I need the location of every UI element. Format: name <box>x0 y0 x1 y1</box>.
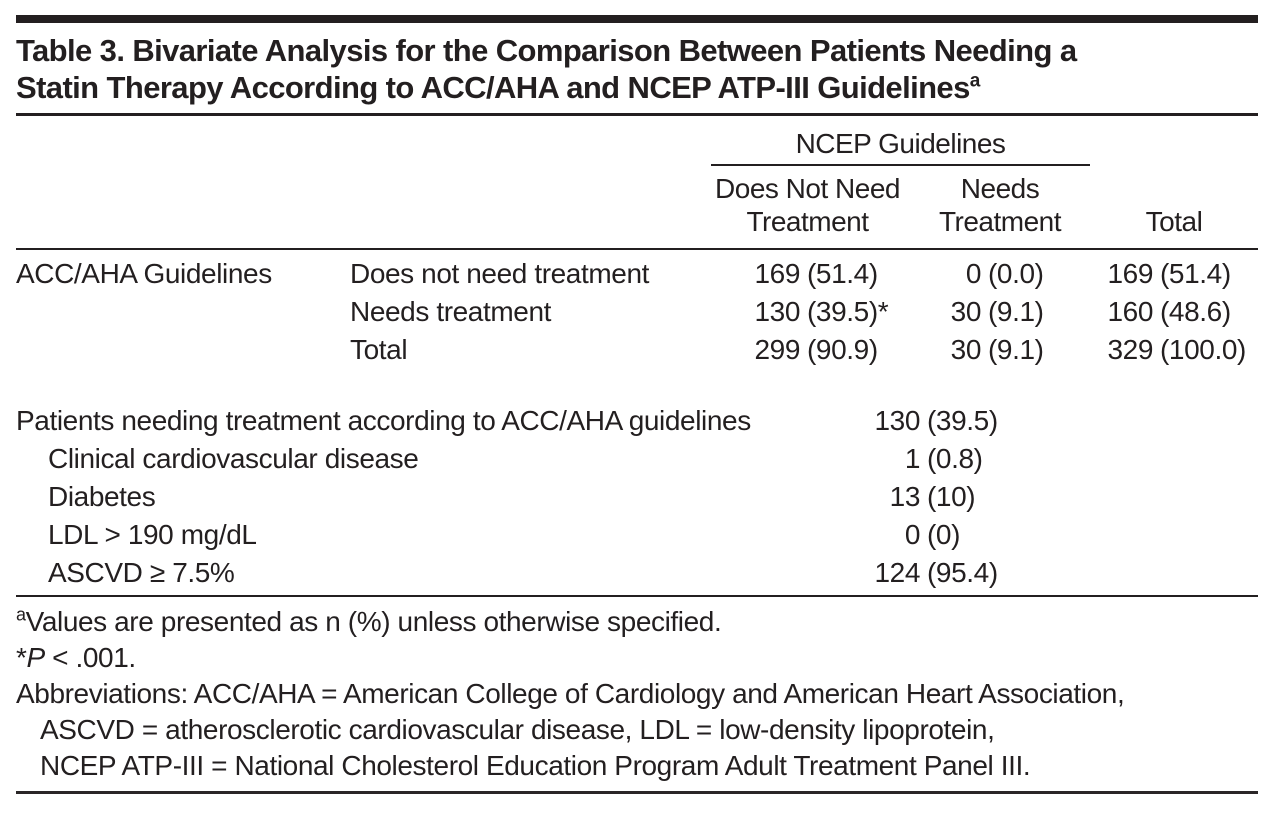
table-title: Table 3. Bivariate Analysis for the Comp… <box>16 32 1258 106</box>
column-header-line: Treatment <box>938 206 1062 237</box>
column-header-line: Needs <box>960 173 1040 204</box>
top-accent-bar <box>16 15 1258 23</box>
table-cell: 329 (100.0) <box>1090 331 1258 369</box>
row-label: Needs treatment <box>350 296 551 327</box>
table-title-line1: Table 3. Bivariate Analysis for the Comp… <box>16 33 1077 68</box>
header-spacer-col1 <box>16 172 350 238</box>
cell-count: 0 <box>965 258 982 289</box>
breakdown-count: 0 <box>904 519 921 550</box>
breakdown-count: 130 <box>874 405 920 436</box>
table-cell: 0 (0.0) <box>910 255 1090 293</box>
breakdown-row: Patients needing treatment according to … <box>16 402 1258 440</box>
row-group-spacer <box>16 293 350 331</box>
cell-count: 169 <box>754 258 800 289</box>
cell-percent: (51.4) <box>1160 258 1231 289</box>
footnote-p-star: * <box>16 642 27 673</box>
rule-above-footnotes <box>16 595 1258 597</box>
row-label: Total <box>350 334 408 365</box>
cell-percent: (48.6) <box>1160 296 1231 327</box>
cell-percent: (90.9) <box>807 334 878 365</box>
table-cell: 169 (51.4) <box>1090 255 1258 293</box>
rule-under-title <box>16 113 1258 116</box>
breakdown-count: 13 <box>889 481 921 512</box>
breakdown-percent: (95.4) <box>927 557 998 588</box>
spanner-cell: NCEP Guidelines <box>711 128 1090 166</box>
breakdown-row: ASCVD ≥ 7.5% 124 (95.4) <box>16 554 1258 592</box>
spanner-label: NCEP Guidelines <box>795 128 1006 159</box>
column-header-line: Total <box>1145 206 1203 237</box>
footnote-abbreviations-line3: NCEP ATP-III = National Cholesterol Educ… <box>40 750 1031 781</box>
row-group-label: ACC/AHA Guidelines <box>16 258 272 289</box>
table-cell: 30 (9.1) <box>910 331 1090 369</box>
cell-count: 30 <box>950 296 982 327</box>
breakdown-percent: (39.5) <box>927 405 998 436</box>
footnote-a: aValues are presented as n (%) unless ot… <box>16 604 1258 640</box>
cell-percent: (9.1) <box>988 334 1044 365</box>
breakdown-label: LDL > 190 mg/dL <box>48 519 257 550</box>
breakdown-label: Clinical cardiovascular disease <box>48 443 419 474</box>
crosstab-header-row: Does Not Need Treatment Needs Treatment … <box>16 166 1258 238</box>
cell-percent: (0.0) <box>988 258 1044 289</box>
breakdown-label: Patients needing treatment according to … <box>16 405 751 436</box>
column-header-does-not-need-treatment: Does Not Need Treatment <box>705 172 910 238</box>
column-header-line: Does Not Need <box>715 173 900 204</box>
header-spacer-col2 <box>350 172 705 238</box>
breakdown-row: LDL > 190 mg/dL 0 (0) <box>16 516 1258 554</box>
cell-count: 169 <box>1107 258 1153 289</box>
footnotes-section: aValues are presented as n (%) unless ot… <box>16 597 1258 784</box>
footnote-abbreviations-line1: Abbreviations: ACC/AHA = American Colleg… <box>16 678 1125 709</box>
breakdown-row: Diabetes 13 (10) <box>16 478 1258 516</box>
cell-count: 299 <box>754 334 800 365</box>
footnote-a-text: Values are presented as n (%) unless oth… <box>25 606 722 637</box>
footnote-a-marker: a <box>16 604 26 625</box>
table-cell: 30 (9.1) <box>910 293 1090 331</box>
breakdown-percent: (0.8) <box>927 443 983 474</box>
table-cell: 169 (51.4) <box>705 255 910 293</box>
row-label: Does not need treatment <box>350 258 649 289</box>
bottom-rule <box>16 791 1258 794</box>
footnote-p-value: < .001. <box>44 642 136 673</box>
cell-percent: (39.5)* <box>807 296 889 327</box>
breakdown-count: 1 <box>904 443 921 474</box>
cell-count: 329 <box>1107 334 1153 365</box>
table-title-line2: Statin Therapy According to ACC/AHA and … <box>16 70 970 105</box>
breakdown-row: Clinical cardiovascular disease 1 (0.8) <box>16 440 1258 478</box>
footnote-pvalue: *P < .001. <box>16 640 1258 676</box>
table-cell: 299 (90.9) <box>705 331 910 369</box>
cell-percent: (100.0) <box>1160 334 1246 365</box>
crosstab-body: ACC/AHA Guidelines Does not need treatme… <box>16 250 1258 369</box>
footnote-abbreviations-line2: ASCVD = atherosclerotic cardiovascular d… <box>40 714 995 745</box>
column-header-needs-treatment: Needs Treatment <box>910 172 1090 238</box>
cell-percent: (51.4) <box>807 258 878 289</box>
table-cell: 130 (39.5)* <box>705 293 910 331</box>
breakdown-label: Diabetes <box>48 481 156 512</box>
table-cell: 160 (48.6) <box>1090 293 1258 331</box>
cell-percent: (9.1) <box>988 296 1044 327</box>
breakdown-section: Patients needing treatment according to … <box>16 402 1258 592</box>
column-header-total: Total <box>1090 172 1258 238</box>
rule-under-headers <box>16 248 1258 250</box>
row-group-spacer <box>16 331 350 369</box>
breakdown-count: 124 <box>874 557 920 588</box>
crosstab-spanner-row: NCEP Guidelines <box>16 116 1258 166</box>
breakdown-percent: (10) <box>927 481 976 512</box>
column-header-line: Treatment <box>746 206 869 237</box>
cell-count: 130 <box>754 296 800 327</box>
table-figure: Table 3. Bivariate Analysis for the Comp… <box>0 15 1276 794</box>
table-title-footnote-marker: a <box>969 70 981 92</box>
breakdown-label: ASCVD ≥ 7.5% <box>48 557 235 588</box>
footnote-p-symbol: P <box>26 642 46 673</box>
cell-count: 30 <box>950 334 982 365</box>
breakdown-percent: (0) <box>927 519 961 550</box>
cell-count: 160 <box>1107 296 1153 327</box>
